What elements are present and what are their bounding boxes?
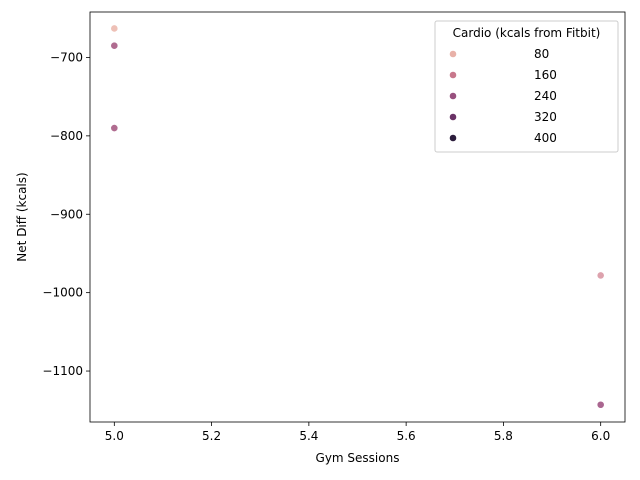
x-tick-label: 5.0 [105, 429, 124, 443]
y-tick-label: −900 [50, 207, 83, 221]
data-point [110, 124, 119, 132]
x-tick-label: 5.8 [494, 429, 513, 443]
legend-marker [449, 50, 457, 58]
y-axis: −1100 −1000 −900 −800 −700 [42, 50, 90, 378]
legend-label: 160 [534, 68, 557, 82]
legend-marker [449, 113, 457, 121]
legend-label: 80 [534, 47, 549, 61]
y-tick-label: −1000 [42, 286, 83, 300]
legend-entries: 80 160 240 320 400 [449, 47, 557, 145]
legend-label: 400 [534, 131, 557, 145]
x-tick-label: 5.4 [299, 429, 318, 443]
legend-label: 240 [534, 89, 557, 103]
x-axis: 5.0 5.2 5.4 5.6 5.8 6.0 [105, 422, 610, 443]
x-tick-label: 5.2 [202, 429, 221, 443]
legend-marker [449, 71, 457, 79]
y-axis-label: Net Diff (kcals) [15, 172, 29, 261]
data-point [110, 24, 119, 33]
data-point [110, 41, 119, 50]
data-point [596, 400, 605, 409]
data-points [110, 24, 605, 409]
legend-marker [449, 134, 457, 142]
x-tick-label: 5.6 [397, 429, 416, 443]
legend: Cardio (kcals from Fitbit) 80 160 240 320 40… [434, 20, 619, 153]
plot-area [89, 11, 626, 423]
legend-title: Cardio (kcals from Fitbit) [453, 26, 601, 40]
y-tick-label: −800 [50, 129, 83, 143]
legend-label: 320 [534, 110, 557, 124]
legend-box [434, 20, 619, 153]
y-tick-label: −1100 [42, 364, 83, 378]
data-point [596, 271, 605, 280]
y-tick-label: −700 [50, 50, 83, 64]
x-tick-label: 6.0 [591, 429, 610, 443]
legend-marker [449, 92, 457, 100]
plot-frame [89, 11, 626, 423]
x-axis-label: Gym Sessions [316, 451, 400, 465]
